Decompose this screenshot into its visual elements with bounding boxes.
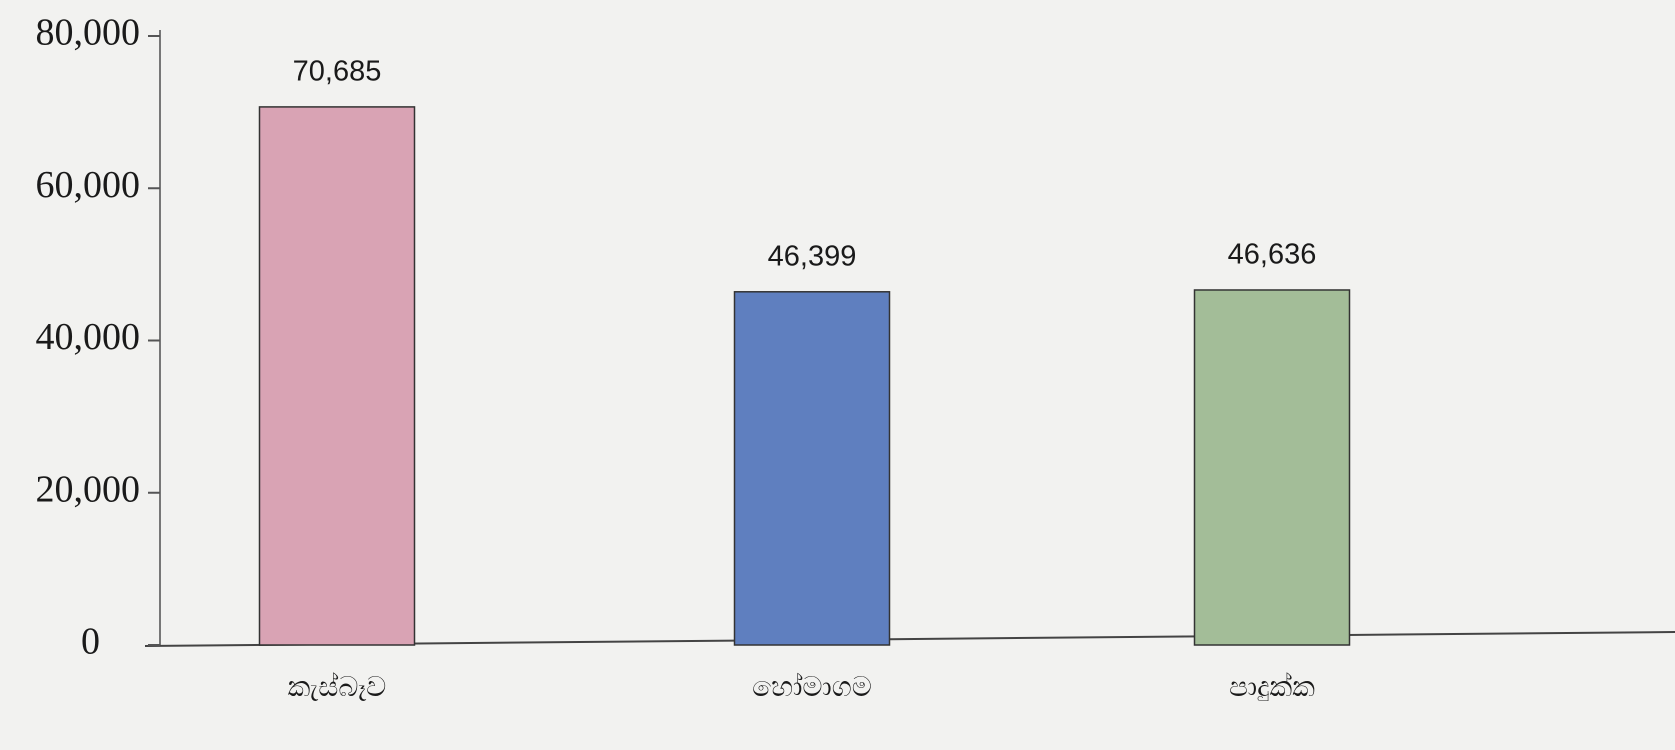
y-tick-label: 20,000 bbox=[36, 468, 141, 510]
value-label: 46,399 bbox=[768, 240, 857, 272]
bar bbox=[258, 106, 416, 646]
value-label: 46,636 bbox=[1228, 239, 1317, 271]
value-label: 70,685 bbox=[293, 56, 382, 88]
x-tick-label: කැස්බෑව bbox=[288, 670, 387, 703]
y-tick-label: 60,000 bbox=[36, 164, 141, 206]
bar bbox=[1193, 289, 1351, 646]
y-tick-label: 0 bbox=[81, 621, 100, 663]
y-tick-label: 40,000 bbox=[36, 316, 141, 358]
y-tick-label: 80,000 bbox=[36, 12, 141, 54]
bar bbox=[733, 291, 891, 646]
x-tick-label: පාදුක්ක bbox=[1229, 670, 1315, 703]
x-tick-label: හෝමාගම bbox=[752, 670, 872, 703]
